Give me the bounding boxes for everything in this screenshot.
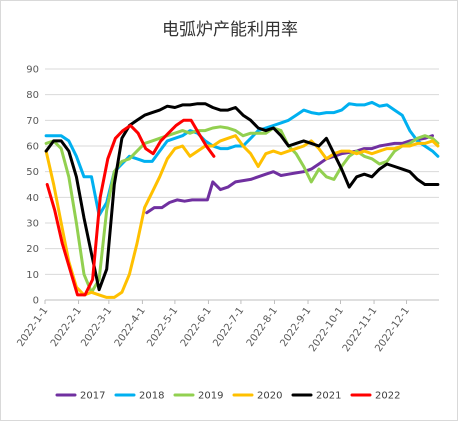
x-tick-label: 2022-7-1 bbox=[211, 305, 246, 348]
y-tick-label: 70 bbox=[26, 116, 39, 127]
x-tick-label: 2022-4-1 bbox=[113, 305, 148, 348]
series-line-2018 bbox=[44, 100, 440, 217]
x-tick-label: 2022-10-1 bbox=[307, 305, 346, 354]
legend-label: 2022 bbox=[375, 391, 400, 402]
y-tick-label: 60 bbox=[26, 142, 39, 153]
axes: 01020304050607080902022-1-12022-2-12022-… bbox=[15, 65, 439, 354]
y-tick-label: 90 bbox=[26, 65, 39, 76]
y-tick-label: 30 bbox=[26, 219, 39, 230]
x-tick-label: 2022-9-1 bbox=[278, 305, 313, 348]
y-tick-label: 40 bbox=[26, 193, 39, 204]
y-tick-label: 0 bbox=[33, 296, 39, 307]
x-tick-label: 2022-3-1 bbox=[79, 305, 114, 348]
series-line-2017 bbox=[145, 134, 434, 215]
x-tick-label: 2022-8-1 bbox=[245, 305, 280, 348]
series-line-2020 bbox=[44, 134, 440, 299]
chart-title: 电弧炉产能利用率 bbox=[162, 20, 298, 40]
series-line-2019 bbox=[44, 125, 440, 294]
legend: 2017 2018 2019 2020 2021 2022 bbox=[55, 391, 400, 402]
legend-label: 2018 bbox=[139, 391, 164, 402]
x-tick-label: 2022-6-1 bbox=[179, 305, 214, 348]
legend-label: 2021 bbox=[316, 391, 341, 402]
y-tick-label: 20 bbox=[26, 244, 39, 255]
y-tick-label: 80 bbox=[26, 90, 39, 101]
legend-label: 2019 bbox=[198, 391, 223, 402]
y-tick-label: 50 bbox=[26, 167, 39, 178]
series-line-2022 bbox=[45, 118, 216, 297]
x-tick-label: 2022-5-1 bbox=[145, 305, 180, 348]
series-lines bbox=[44, 100, 440, 299]
x-tick-label: 2022-12-1 bbox=[373, 305, 412, 354]
legend-label: 2017 bbox=[80, 391, 105, 402]
legend-label: 2020 bbox=[257, 391, 282, 402]
x-tick-label: 2022-1-1 bbox=[15, 305, 50, 348]
series-line-2021 bbox=[44, 102, 440, 292]
y-tick-label: 10 bbox=[26, 270, 39, 281]
